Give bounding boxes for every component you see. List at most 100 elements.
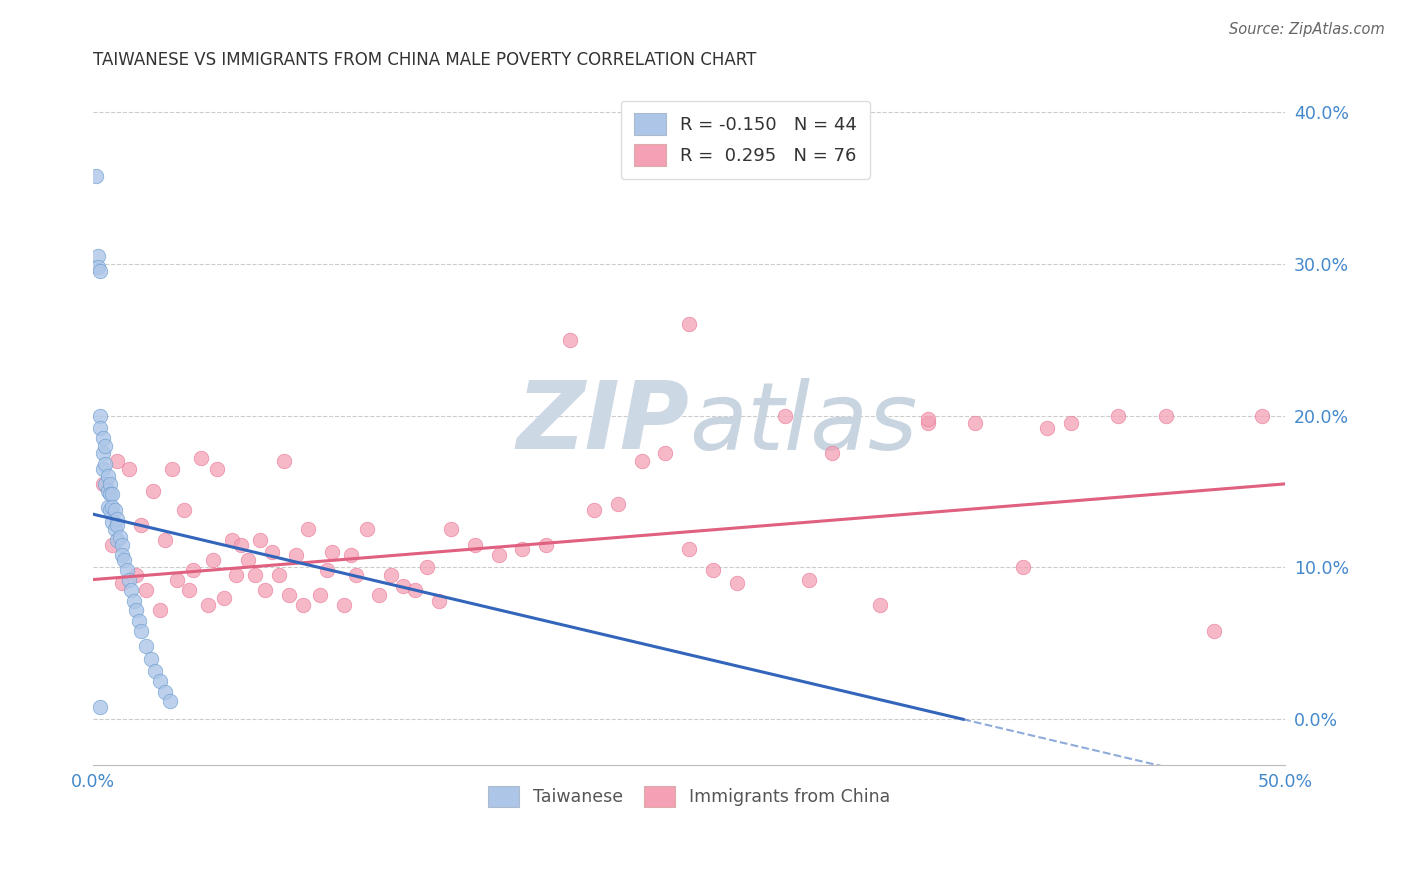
Point	[917, 411, 939, 425]
Point	[135, 583, 157, 598]
Point	[416, 560, 439, 574]
Point	[488, 548, 510, 562]
Point	[269, 568, 291, 582]
Point	[105, 533, 128, 547]
Point	[225, 568, 247, 582]
Point	[125, 603, 148, 617]
Point	[427, 594, 450, 608]
Point	[404, 583, 426, 598]
Point	[821, 446, 844, 460]
Point	[101, 515, 124, 529]
Point	[177, 583, 200, 598]
Point	[149, 603, 172, 617]
Point	[101, 538, 124, 552]
Point	[111, 548, 134, 562]
Point	[245, 568, 267, 582]
Point	[536, 538, 558, 552]
Point	[166, 573, 188, 587]
Point	[112, 553, 135, 567]
Point	[139, 651, 162, 665]
Point	[97, 500, 120, 514]
Point	[773, 409, 796, 423]
Point	[125, 568, 148, 582]
Point	[297, 523, 319, 537]
Point	[197, 599, 219, 613]
Point	[308, 588, 330, 602]
Point	[1202, 624, 1225, 639]
Point	[344, 568, 367, 582]
Point	[115, 564, 138, 578]
Point	[332, 599, 354, 613]
Point	[89, 264, 111, 278]
Point	[339, 548, 361, 562]
Point	[207, 461, 229, 475]
Point	[512, 542, 534, 557]
Point	[111, 575, 134, 590]
Point	[89, 409, 111, 423]
Point	[606, 497, 628, 511]
Point	[153, 533, 176, 547]
Point	[87, 249, 110, 263]
Point	[1036, 420, 1059, 434]
Point	[1250, 409, 1272, 423]
Point	[118, 461, 141, 475]
Point	[91, 446, 114, 460]
Point	[1060, 416, 1083, 430]
Point	[89, 700, 111, 714]
Point	[98, 502, 121, 516]
Point	[321, 545, 343, 559]
Point	[1154, 409, 1177, 423]
Point	[702, 564, 724, 578]
Point	[91, 476, 114, 491]
Point	[97, 484, 120, 499]
Point	[229, 538, 252, 552]
Point	[91, 461, 114, 475]
Point	[108, 530, 131, 544]
Text: ZIP: ZIP	[516, 377, 689, 469]
Point	[120, 583, 142, 598]
Point	[129, 624, 152, 639]
Point	[94, 476, 117, 491]
Point	[91, 431, 114, 445]
Point	[1012, 560, 1035, 574]
Point	[97, 469, 120, 483]
Point	[159, 694, 181, 708]
Point	[678, 542, 700, 557]
Point	[101, 487, 124, 501]
Point	[104, 502, 127, 516]
Point	[129, 517, 152, 532]
Point	[98, 476, 121, 491]
Point	[316, 564, 339, 578]
Point	[582, 502, 605, 516]
Point	[142, 484, 165, 499]
Point	[190, 450, 212, 465]
Point	[464, 538, 486, 552]
Point	[98, 487, 121, 501]
Point	[558, 333, 581, 347]
Point	[183, 564, 205, 578]
Point	[797, 573, 820, 587]
Point	[111, 538, 134, 552]
Point	[249, 533, 271, 547]
Point	[678, 318, 700, 332]
Point	[105, 454, 128, 468]
Point	[273, 454, 295, 468]
Point	[201, 553, 224, 567]
Point	[392, 579, 415, 593]
Point	[89, 420, 111, 434]
Point	[101, 500, 124, 514]
Point	[277, 588, 299, 602]
Point	[105, 517, 128, 532]
Point	[1108, 409, 1130, 423]
Point	[94, 439, 117, 453]
Point	[87, 260, 110, 274]
Point	[105, 512, 128, 526]
Point	[160, 461, 183, 475]
Point	[118, 573, 141, 587]
Point	[84, 169, 107, 183]
Point	[368, 588, 391, 602]
Point	[440, 523, 463, 537]
Point	[262, 545, 284, 559]
Point	[221, 533, 243, 547]
Point	[173, 502, 195, 516]
